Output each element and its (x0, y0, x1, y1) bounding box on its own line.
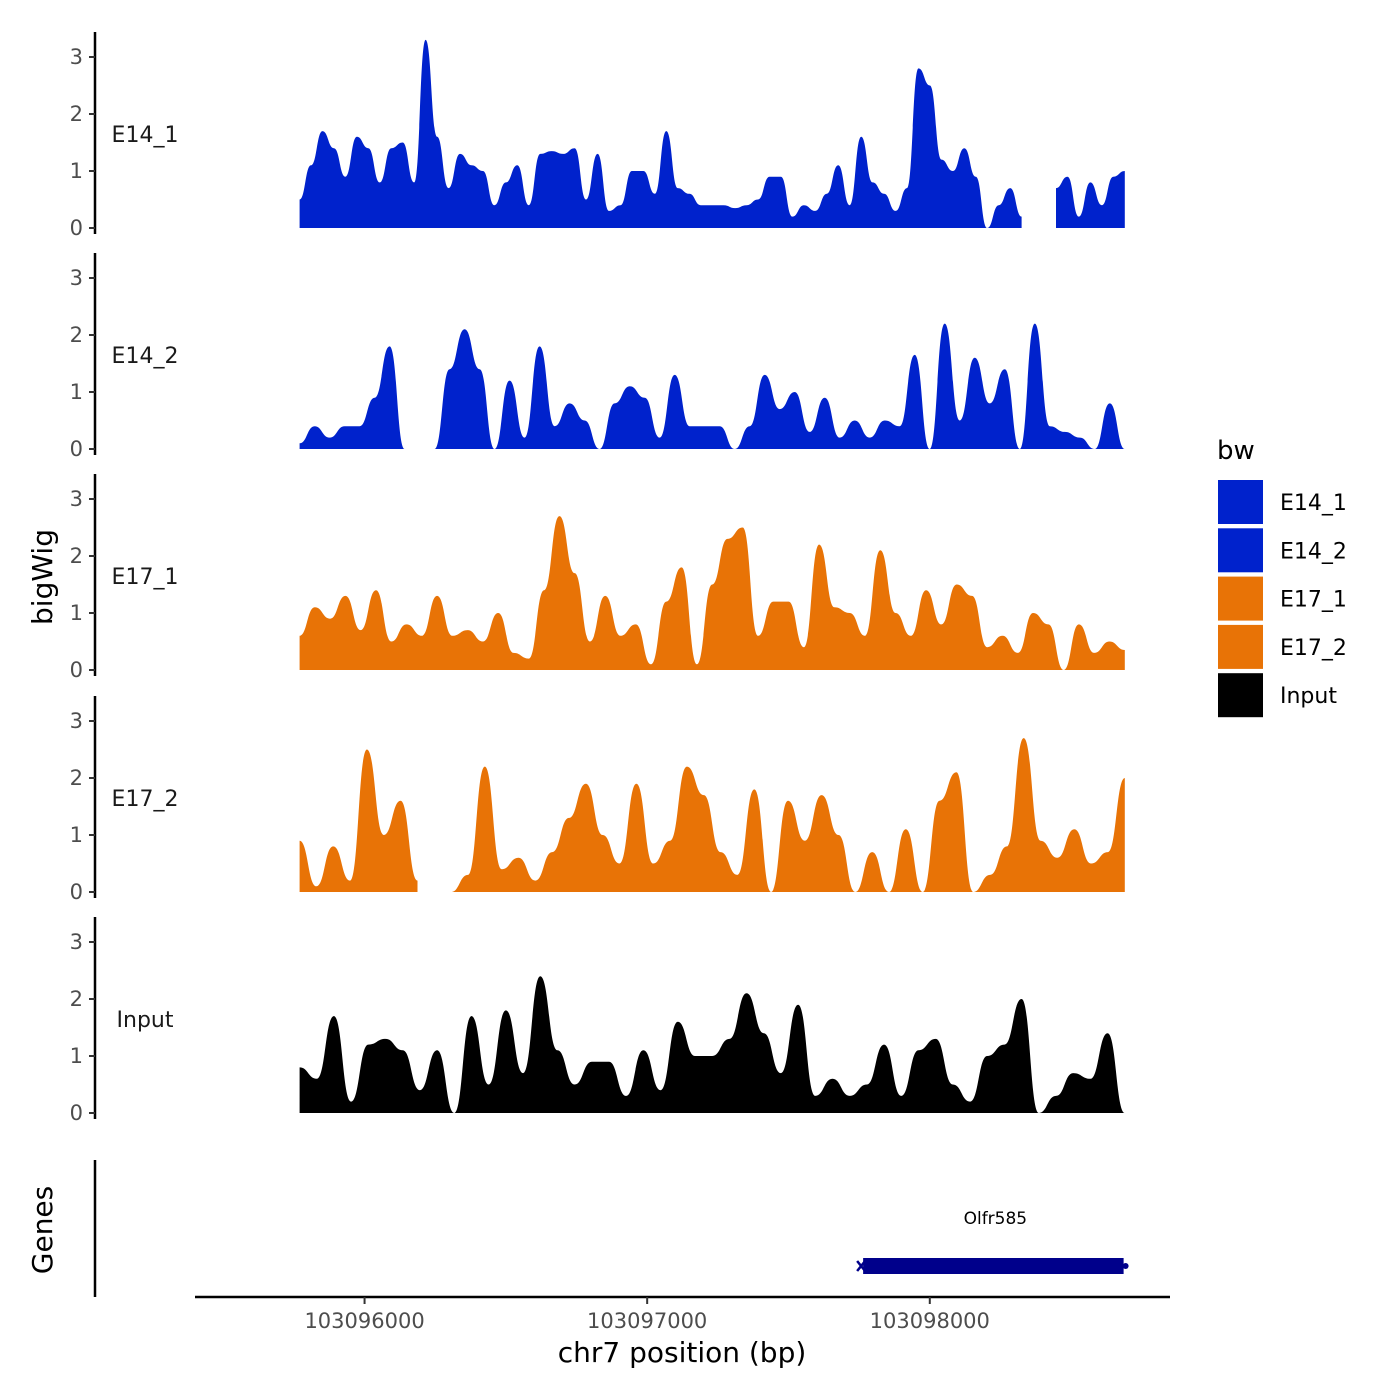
legend-entry: E17_1 (1218, 576, 1347, 621)
legend-entry: E17_2 (1218, 624, 1347, 669)
y-tick-label: 0 (70, 437, 83, 461)
y-tick-label: 3 (70, 930, 83, 954)
legend-entry: E14_2 (1218, 528, 1347, 573)
gene-end-marker (1122, 1263, 1129, 1269)
legend-label: E14_2 (1280, 539, 1347, 564)
track-label: E14_2 (112, 344, 179, 369)
legend-label: E14_1 (1280, 491, 1347, 516)
coverage-area (299, 346, 405, 449)
y-tick-label: 3 (70, 709, 83, 733)
x-tick-label: 103096000 (304, 1309, 424, 1333)
x-axis: 103096000 103097000 103098000 (195, 1295, 1170, 1333)
x-axis-title: chr7 position (bp) (558, 1336, 807, 1369)
y-tick-label: 3 (70, 266, 83, 290)
legend-entry: E14_1 (1218, 480, 1347, 524)
coverage-area (299, 749, 418, 892)
legend-title: bw (1217, 436, 1255, 466)
y-tick-label: 1 (70, 159, 83, 183)
y-tick-label: 1 (70, 380, 83, 404)
y-tick-label: 0 (70, 880, 83, 904)
legend-swatch (1218, 576, 1263, 621)
y-tick-label: 1 (70, 823, 83, 847)
y-tick-label: 2 (70, 102, 83, 126)
track-e17-1: 0 1 2 3 E17_1 (70, 474, 1125, 682)
coverage-area (299, 39, 1022, 229)
track-e14-2: 0 1 2 3 E14_2 (70, 253, 1125, 461)
genes-track: Genes Olfr585 (26, 1160, 1129, 1297)
y-tick-label: 1 (70, 601, 83, 625)
legend-swatch (1218, 624, 1263, 669)
legend-swatch (1218, 673, 1263, 718)
y-tick-label: 0 (70, 658, 83, 682)
coverage-area (434, 323, 1125, 449)
y-axis-title: bigWig (26, 529, 59, 625)
legend-label: E17_2 (1280, 636, 1347, 661)
y-tick-label: 2 (70, 323, 83, 347)
y-tick-label: 3 (70, 45, 83, 69)
track-label: E14_1 (112, 123, 179, 148)
legend-swatch (1218, 528, 1263, 573)
track-input: 0 1 2 3 Input (70, 917, 1125, 1125)
gene-label: Olfr585 (964, 1209, 1028, 1229)
legend-label: Input (1280, 684, 1337, 709)
y-tick-label: 2 (70, 544, 83, 568)
coverage-area (1056, 171, 1125, 228)
y-tick-label: 2 (70, 766, 83, 790)
y-tick-label: 0 (70, 1101, 83, 1125)
legend: bw E14_1 E14_2 E17_1 E17_2 Input (1217, 436, 1347, 718)
legend-swatch (1218, 480, 1263, 524)
track-label: E17_1 (112, 565, 179, 590)
x-tick-label: 103097000 (587, 1309, 707, 1333)
y-tick-label: 0 (70, 216, 83, 240)
coverage-area (299, 976, 1125, 1113)
legend-entry: Input (1218, 673, 1337, 718)
coverage-area (451, 738, 1125, 892)
y-tick-label: 3 (70, 487, 83, 511)
track-e17-2: 0 1 2 3 E17_2 (70, 696, 1125, 904)
coverage-area (299, 516, 1125, 670)
x-tick-label: 103098000 (870, 1309, 990, 1333)
genes-track-label: Genes (26, 1186, 59, 1274)
track-e14-1: 0 1 2 3 E14_1 (70, 32, 1125, 240)
legend-label: E17_1 (1280, 588, 1347, 613)
track-label: E17_2 (112, 787, 179, 812)
track-panels: 0 1 2 3 E14_1 0 1 2 3 E14_2 0 1 2 3 E17_1 0 1 2 3 E17_2 0 1 2 3… (70, 32, 1125, 1125)
y-tick-label: 2 (70, 987, 83, 1011)
gene-body (863, 1258, 1124, 1274)
y-tick-label: 1 (70, 1044, 83, 1068)
gene-strand-marker (856, 1260, 867, 1272)
track-label: Input (117, 1008, 174, 1033)
